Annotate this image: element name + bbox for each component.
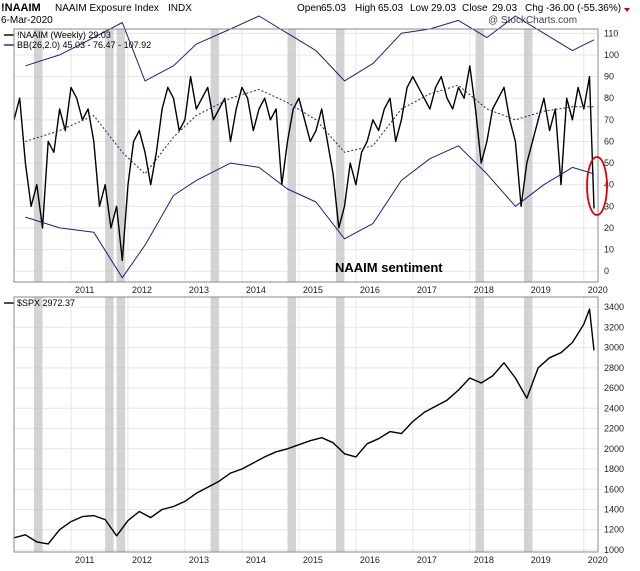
shaded-period — [475, 297, 485, 552]
y-tick-label: 70 — [604, 115, 614, 125]
date-label: 6-Mar-2020 — [1, 15, 53, 26]
legend-entry: $SPX 2972.37 — [17, 298, 75, 308]
x-tick-label: 2018 — [474, 555, 494, 565]
y-tick-label: 80 — [604, 93, 614, 103]
low-value: 29.03 — [431, 3, 456, 14]
x-tick-label: 2011 — [75, 555, 94, 565]
x-tick-label: 2012 — [132, 555, 152, 565]
x-tick-label: 2016 — [360, 285, 380, 295]
y-tick-label: 40 — [604, 180, 614, 190]
x-tick-label: 2016 — [360, 555, 380, 565]
y-tick-label: 30 — [604, 201, 614, 211]
down-arrow-icon — [624, 8, 630, 12]
y-tick-label: 10 — [604, 245, 614, 255]
legend-entry: BB(26,2.0) 45.03 - 76.47 - 107.92 — [17, 40, 151, 50]
y-tick-label: 2800 — [604, 363, 624, 373]
high-value: 65.03 — [378, 3, 403, 14]
index-name: NAAIM Exposure Index — [55, 3, 159, 14]
panel-border — [13, 28, 599, 283]
open-label: Open — [297, 3, 321, 14]
annotation: NAAIM sentiment — [335, 260, 443, 275]
y-tick-label: 1200 — [604, 525, 624, 535]
spx-panel: 1000 1200 1400 1600 1800 2000 2200 2400 2600 2800… — [4, 296, 624, 565]
y-tick-label: 3200 — [604, 322, 624, 332]
x-tick-label: 2017 — [417, 555, 437, 565]
chg-label: Chg — [525, 3, 543, 14]
shaded-period — [210, 29, 220, 282]
high-label: High — [355, 3, 376, 14]
x-tick-label: 2019 — [531, 555, 551, 565]
close-label: Close — [462, 3, 488, 14]
y-tick-label: 60 — [604, 136, 614, 146]
legend-entry: !NAAIM (Weekly) 29.03 — [17, 30, 111, 40]
y-tick-label: 3400 — [604, 302, 624, 312]
open-value: 65.03 — [321, 3, 346, 14]
bollinger-middle — [25, 84, 594, 175]
shaded-period — [287, 29, 297, 282]
y-tick-label: 1400 — [604, 505, 624, 515]
shaded-period — [287, 297, 297, 552]
y-tick-label: 2600 — [604, 383, 624, 393]
x-tick-label: 2013 — [189, 555, 209, 565]
shaded-period — [116, 29, 126, 282]
y-tick-label: 2000 — [604, 444, 624, 454]
spx-line — [13, 308, 595, 545]
shaded-period — [116, 297, 126, 552]
x-tick-label: 2011 — [75, 285, 94, 295]
y-tick-label: 100 — [604, 50, 619, 60]
x-tick-label: 2015 — [303, 555, 323, 565]
x-tick-label: 2017 — [417, 285, 437, 295]
x-tick-label: 2012 — [132, 285, 152, 295]
y-tick-label: 110 — [604, 28, 618, 38]
shaded-period — [105, 29, 114, 282]
y-tick-label: 2400 — [604, 403, 624, 413]
watermark: @ StockCharts.com — [488, 15, 577, 26]
low-label: Low — [410, 3, 429, 14]
exchange-label: INDX — [168, 3, 192, 14]
panel-border — [13, 296, 599, 553]
x-tick-label: 2020 — [588, 285, 608, 295]
naaim-line — [13, 65, 595, 262]
y-tick-label: 2200 — [604, 424, 624, 434]
close-value: 29.03 — [492, 3, 517, 14]
shaded-period — [335, 297, 345, 552]
naaim-panel: 0 10 20 30 40 50 60 70 80 90 100 110 2011 2012 2013 201… — [4, 15, 619, 295]
bollinger-upper — [25, 15, 595, 82]
y-tick-label: 3000 — [604, 343, 624, 353]
y-tick-label: 50 — [604, 158, 614, 168]
x-tick-label: 2019 — [531, 285, 551, 295]
y-tick-label: 1800 — [604, 464, 624, 474]
shaded-period — [105, 297, 114, 552]
x-tick-label: 2018 — [474, 285, 494, 295]
shaded-period — [33, 29, 43, 282]
chg-value: -36.00 (-55.36%) — [546, 3, 621, 14]
y-tick-label: 1600 — [604, 484, 624, 494]
y-tick-label: 1000 — [604, 545, 624, 555]
shaded-period — [210, 297, 220, 552]
y-tick-label: 20 — [604, 223, 614, 233]
bollinger-lower — [25, 145, 595, 279]
symbol-label: !NAAIM — [1, 2, 41, 14]
y-tick-label: 0 — [604, 266, 609, 276]
x-tick-label: 2013 — [189, 285, 209, 295]
y-tick-label: 90 — [604, 72, 614, 82]
highlight-ellipse — [586, 156, 608, 216]
x-tick-label: 2020 — [588, 555, 608, 565]
shaded-period — [335, 29, 345, 282]
shaded-period — [523, 297, 533, 552]
x-tick-label: 2015 — [303, 285, 323, 295]
shaded-period — [33, 297, 43, 552]
x-tick-label: 2014 — [246, 555, 266, 565]
x-tick-label: 2014 — [246, 285, 266, 295]
